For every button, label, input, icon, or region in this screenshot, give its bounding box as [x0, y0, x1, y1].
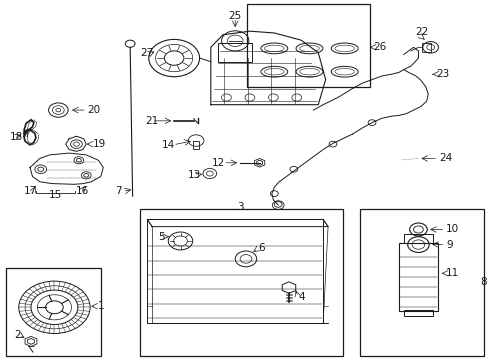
Text: 27: 27: [140, 48, 153, 58]
Text: 11: 11: [446, 268, 460, 278]
Text: 6: 6: [259, 243, 265, 253]
Bar: [5, 268, 101, 356]
Bar: [218, 42, 252, 62]
Text: 26: 26: [373, 42, 386, 52]
Text: 20: 20: [88, 105, 101, 115]
Text: 18: 18: [9, 132, 23, 142]
Text: 21: 21: [145, 116, 158, 126]
Bar: [404, 234, 433, 243]
Text: 14: 14: [162, 140, 175, 150]
Text: 10: 10: [446, 225, 460, 234]
Bar: [399, 243, 438, 311]
Text: 23: 23: [437, 69, 450, 79]
Text: 3: 3: [237, 202, 244, 212]
Text: 16: 16: [76, 186, 89, 196]
Text: 1: 1: [98, 301, 104, 311]
Bar: [404, 310, 433, 316]
Text: 2: 2: [14, 330, 21, 340]
Text: 5: 5: [158, 232, 165, 242]
Text: 4: 4: [299, 292, 305, 302]
Bar: [140, 209, 343, 356]
Text: 22: 22: [415, 27, 428, 37]
Text: 7: 7: [115, 186, 122, 197]
Text: 25: 25: [229, 11, 242, 21]
Bar: [422, 43, 431, 51]
Text: 17: 17: [24, 186, 37, 196]
Text: 13: 13: [187, 170, 200, 180]
Text: 12: 12: [212, 158, 225, 168]
Text: 19: 19: [93, 139, 106, 149]
Text: 9: 9: [446, 239, 453, 249]
Bar: [247, 4, 369, 87]
Text: 15: 15: [49, 190, 62, 200]
Text: 24: 24: [440, 153, 453, 163]
Bar: [360, 209, 485, 356]
Text: 8: 8: [481, 277, 488, 287]
